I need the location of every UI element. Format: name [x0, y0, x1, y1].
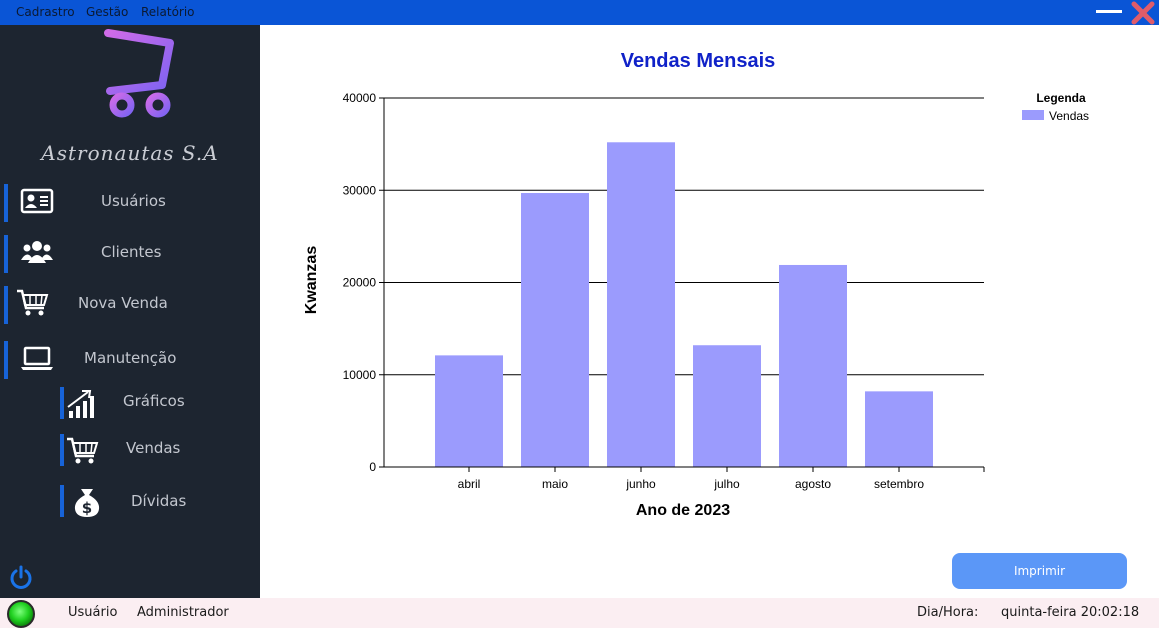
laptop-icon [21, 346, 53, 370]
menu-relatorio[interactable]: Relatório [141, 5, 195, 19]
legend-entry: Vendas [1049, 109, 1089, 123]
legend-swatch [1022, 110, 1044, 120]
chart-title: Vendas Mensais [621, 50, 776, 72]
bar-maio [521, 193, 589, 467]
bar-junho [607, 142, 675, 467]
x-tick-label: abril [458, 477, 481, 491]
bar-abril [435, 355, 503, 467]
sidebar-item-clientes[interactable]: Clientes [0, 233, 260, 273]
cart-icon [67, 437, 99, 464]
sidebar-item-nova-venda[interactable]: Nova Venda [0, 284, 260, 324]
bar-agosto [779, 264, 847, 467]
nav-indicator [4, 286, 8, 324]
x-tick-label: maio [542, 477, 568, 491]
sidebar-item-label: Usuários [101, 192, 166, 210]
nav-indicator [60, 485, 64, 517]
nav-indicator [4, 341, 8, 379]
sidebar-subitem-dividas[interactable]: $ Dívidas [0, 483, 260, 523]
x-tick-label: agosto [795, 477, 831, 491]
x-tick-label: junho [625, 477, 656, 491]
sidebar-item-label: Vendas [126, 439, 181, 457]
x-tick-label: julho [713, 477, 740, 491]
sidebar-subitem-graficos[interactable]: Gráficos [0, 385, 260, 425]
main-content: Vendas Mensais 0 10000 20000 30000 40000 abri… [260, 25, 1159, 598]
y-tick-label: 40000 [343, 91, 377, 105]
y-tick-label: 10000 [343, 368, 377, 382]
chart-legend: Legenda Vendas [1022, 91, 1089, 123]
x-axis-label: Ano de 2023 [636, 502, 730, 519]
money-bag-icon: $ [74, 489, 100, 517]
logo-cart-icon [80, 29, 174, 118]
user-card-icon [20, 188, 54, 214]
axis-lines [383, 98, 984, 468]
chart-up-icon [67, 390, 94, 418]
sidebar-item-label: Clientes [101, 243, 162, 261]
y-tick-label: 30000 [343, 183, 377, 197]
y-axis-label: Kwanzas [303, 246, 320, 315]
user-label: Usuário [68, 605, 118, 620]
svg-text:$: $ [82, 499, 92, 517]
datetime-label: Dia/Hora: [917, 605, 979, 620]
legend-title: Legenda [1036, 91, 1086, 105]
sidebar-item-label: Gráficos [123, 392, 185, 410]
sidebar-item-label: Nova Venda [78, 294, 168, 312]
close-icon[interactable] [1130, 1, 1156, 25]
sidebar-item-usuarios[interactable]: Usuários [0, 182, 260, 222]
users-icon [21, 241, 53, 263]
nav-indicator [4, 235, 8, 273]
datetime-value: quinta-feira 20:02:18 [1001, 605, 1140, 620]
x-tick-label: setembro [874, 477, 924, 491]
y-tick-label: 20000 [343, 276, 377, 290]
print-button[interactable]: Imprimir [952, 553, 1127, 589]
user-value: Administrador [137, 605, 229, 620]
sidebar: Astronautas S.A Usuários [0, 25, 260, 598]
sales-chart: Vendas Mensais 0 10000 20000 30000 40000 abri… [303, 50, 1089, 519]
sidebar-item-label: Dívidas [131, 492, 187, 510]
minimize-button[interactable] [1096, 10, 1122, 13]
nav-indicator [60, 387, 64, 419]
y-tick-label: 0 [369, 460, 376, 474]
bar-julho [693, 345, 761, 467]
cart-icon [17, 289, 49, 316]
power-icon[interactable] [8, 565, 34, 591]
menu-gestao[interactable]: Gestão [86, 5, 129, 19]
company-name: Astronautas S.A [41, 141, 219, 165]
nav-indicator [60, 434, 64, 466]
menu-cadastro[interactable]: Cadrastro [16, 5, 75, 19]
sidebar-item-manutencao[interactable]: Manutenção [0, 339, 260, 379]
sidebar-item-label: Manutenção [84, 349, 177, 367]
menu-bar: Cadrastro Gestão Relatório [0, 0, 1159, 25]
nav-indicator [4, 184, 8, 222]
status-bar: Usuário Administrador Dia/Hora: quinta-f… [0, 598, 1159, 628]
bar-setembro [865, 391, 933, 467]
status-led-icon [7, 600, 35, 628]
sidebar-subitem-vendas[interactable]: Vendas [0, 432, 260, 472]
